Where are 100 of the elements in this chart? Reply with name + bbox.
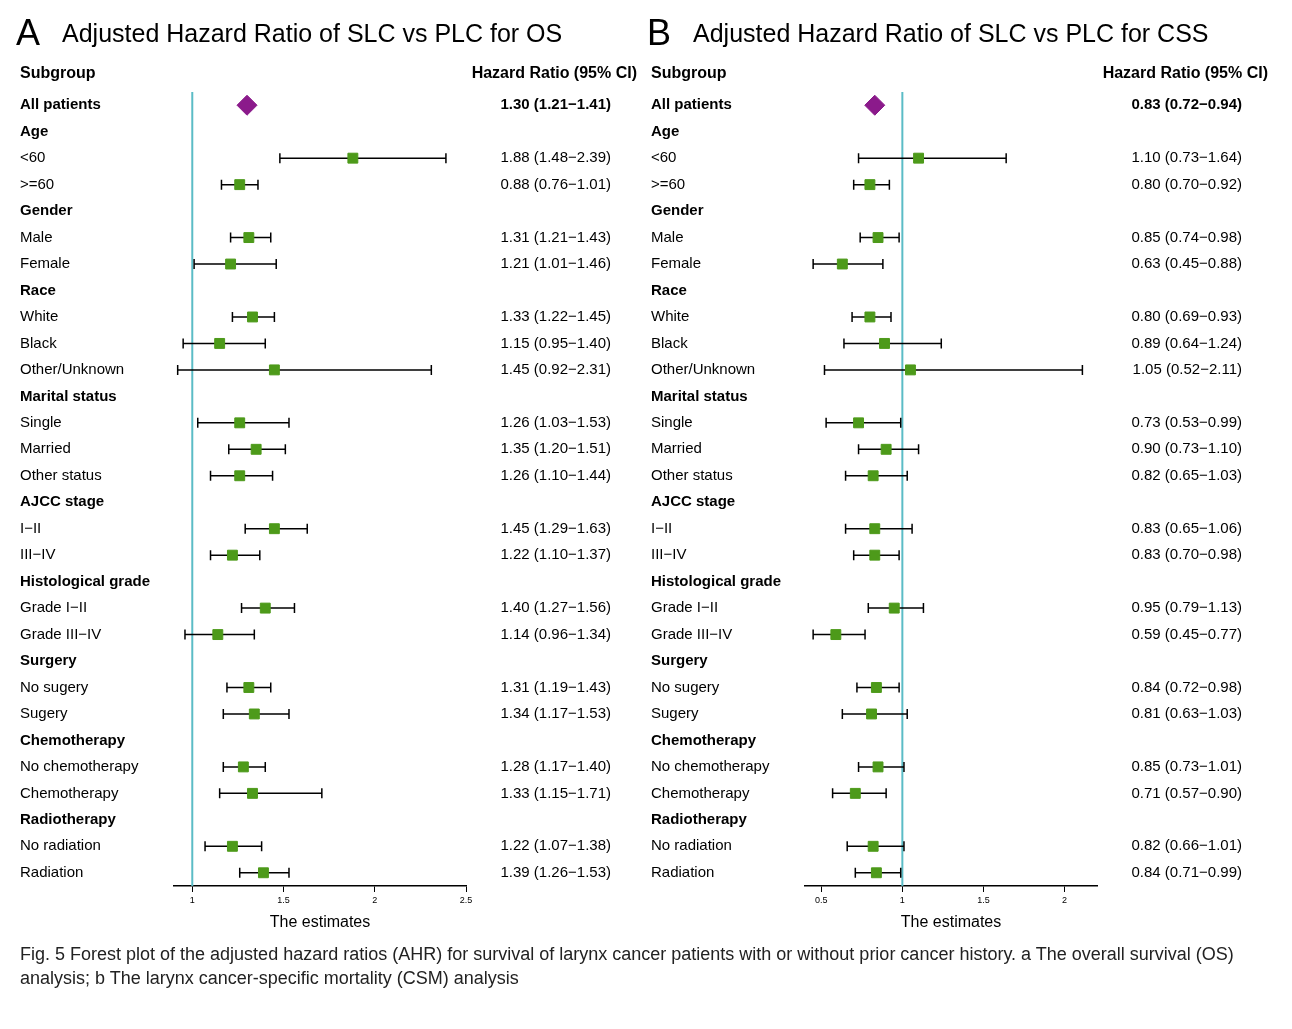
point [853, 417, 865, 429]
x-tick-label: 1 [899, 894, 905, 905]
point [225, 258, 237, 270]
x-tick-label: 2.5 [459, 894, 473, 905]
y-tick-label: White [651, 307, 690, 325]
data-label: 1.10 (0.73−1.64) [1131, 148, 1242, 166]
point [237, 761, 249, 773]
y-tick-label: All patients [20, 95, 101, 113]
y-tick-label: Radiation [20, 862, 84, 880]
data-label: 1.33 (1.15−1.71) [500, 783, 611, 801]
data-label: 0.80 (0.70−0.92) [1131, 174, 1242, 192]
data-label: 1.35 (1.20−1.51) [500, 439, 611, 457]
y-tick-label: Black [20, 333, 58, 351]
y-axis-title: Subgroup [651, 64, 727, 82]
point [864, 94, 886, 116]
y-tick-label: Grade I−II [20, 598, 88, 616]
y-tick-label: Grade I−II [651, 598, 719, 616]
point [268, 523, 280, 535]
y-tick-label: Single [20, 412, 62, 430]
y-tick-label: AJCC stage [20, 492, 105, 510]
text: B [647, 12, 672, 54]
data-label: 0.90 (0.73−1.10) [1131, 439, 1242, 457]
point [247, 787, 258, 799]
y-tick-label: No radiation [20, 836, 101, 854]
y-axis-title: Subgroup [20, 64, 96, 82]
data-label: 0.85 (0.74−0.98) [1131, 227, 1242, 245]
point [872, 761, 884, 773]
y2-axis-title: Hazard Ratio (95% CI) [1102, 64, 1268, 82]
point [259, 602, 271, 614]
y-tick-label: Chemotherapy [651, 783, 750, 801]
y-tick-label: Gender [20, 201, 73, 219]
data-label: 1.15 (0.95−1.40) [500, 333, 611, 351]
x-tick-label: 2 [1062, 894, 1068, 905]
data-label: 1.26 (1.10−1.44) [500, 465, 611, 483]
point [248, 708, 260, 720]
data-label: 1.88 (1.48−2.39) [500, 148, 611, 166]
y-tick-label: No chemotherapy [20, 757, 139, 775]
y-tick-label: Married [20, 439, 71, 457]
y-tick-label: <60 [20, 148, 46, 166]
y-tick-label: Grade III−IV [20, 624, 102, 642]
y-tick-label: <60 [651, 148, 677, 166]
point [234, 179, 246, 191]
y-tick-label: Age [651, 121, 680, 139]
data-label: 0.82 (0.65−1.03) [1131, 465, 1242, 483]
point [866, 708, 877, 720]
y-tick-label: Male [651, 227, 684, 245]
y-tick-label: Chemotherapy [20, 783, 119, 801]
data-label: 0.59 (0.45−0.77) [1131, 624, 1242, 642]
point [347, 152, 359, 164]
point [250, 443, 262, 455]
data-label: 0.71 (0.57−0.90) [1131, 783, 1242, 801]
data-label: 0.88 (0.76−1.01) [500, 174, 611, 192]
caption: Fig. 5 Forest plot of the adjusted hazard ratios (AHR) for survival of larynx cancer patients with or without prior cancer history. a The overall survival (OS) analysis; b The larynx cancer-specific mortality (CSM) analysis [20, 943, 1235, 991]
data-label: 1.26 (1.03−1.53) [500, 412, 611, 430]
point [257, 867, 269, 879]
x-tick-label: 2 [372, 894, 378, 905]
y-tick-label: Grade III−IV [651, 624, 733, 642]
point [212, 629, 224, 641]
point [830, 629, 842, 641]
x-tick-label: 1 [189, 894, 195, 905]
data-label: 0.63 (0.45−0.88) [1131, 254, 1242, 272]
y-tick-label: AJCC stage [651, 492, 736, 510]
x-axis-title: The estimates [269, 912, 371, 930]
point [849, 787, 861, 799]
y-tick-label: Race [651, 280, 687, 298]
y-tick-label: Histological grade [20, 571, 151, 589]
point [226, 840, 238, 852]
point [913, 152, 925, 164]
y-tick-label: Married [651, 439, 702, 457]
y-tick-label: III−IV [20, 545, 56, 563]
data-label: 0.95 (0.79−1.13) [1131, 598, 1242, 616]
data-label: 0.83 (0.70−0.98) [1131, 545, 1242, 563]
y-tick-label: No chemotherapy [651, 757, 770, 775]
y-tick-label: III−IV [651, 545, 687, 563]
x-tick-label: 0.5 [814, 894, 828, 905]
data-label: 0.89 (0.64−1.24) [1131, 333, 1242, 351]
point [243, 232, 255, 244]
point [870, 867, 882, 879]
y-tick-label: Female [20, 254, 71, 272]
point [879, 337, 890, 349]
data-label: 1.33 (1.22−1.45) [500, 307, 611, 325]
data-label: 1.22 (1.07−1.38) [500, 836, 611, 854]
data-label: 1.39 (1.26−1.53) [500, 862, 611, 880]
y-tick-label: Radiation [651, 862, 715, 880]
point [234, 470, 246, 482]
data-label: 1.34 (1.17−1.53) [500, 704, 611, 722]
data-label: 1.28 (1.17−1.40) [500, 757, 611, 775]
y-tick-label: Marital status [651, 386, 748, 404]
data-label: 1.05 (0.52−2.11) [1132, 360, 1242, 378]
y-tick-label: Female [651, 254, 702, 272]
point [880, 443, 892, 455]
y-tick-label: I−II [20, 518, 42, 536]
point [870, 682, 882, 693]
point [247, 311, 258, 323]
y-tick-label: No sugery [651, 677, 720, 695]
point [226, 549, 238, 561]
y-tick-label: Chemotherapy [20, 730, 126, 748]
data-label: 1.45 (1.29−1.63) [500, 518, 611, 536]
y-tick-label: Single [651, 412, 693, 430]
point [872, 232, 884, 244]
